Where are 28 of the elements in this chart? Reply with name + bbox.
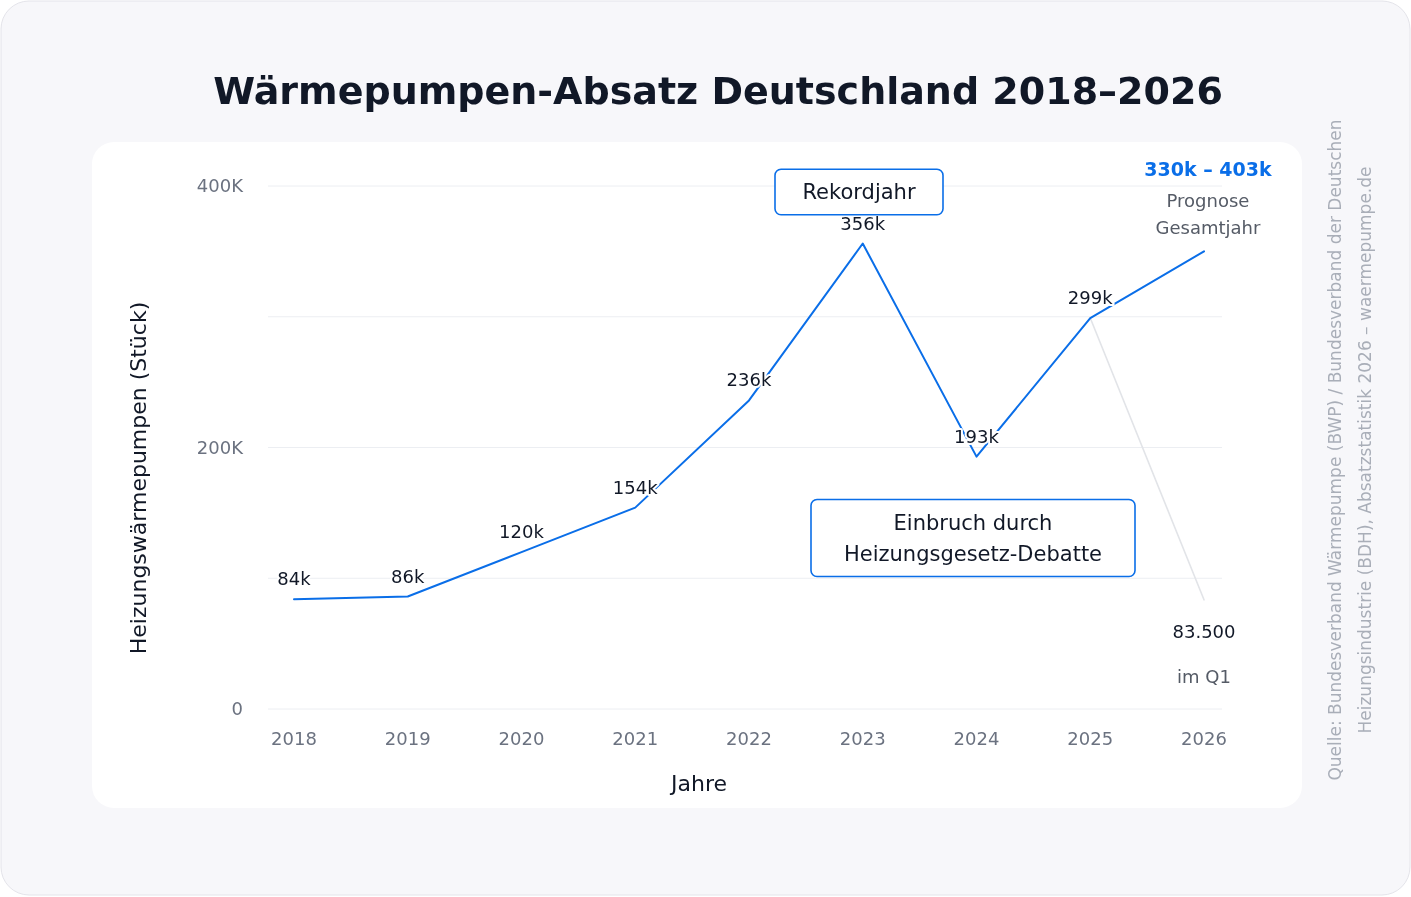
text: 330k – 403k — [1144, 157, 1273, 180]
annotation: im Q1 — [1177, 666, 1231, 688]
annotation: Prognose Gesamtjahr — [1155, 189, 1262, 238]
x-tick-label: 2025 — [1067, 728, 1114, 749]
chart-title: Wärmepumpen-Absatz Deutschland 2018–2026 — [213, 69, 1223, 113]
data-label: 120k — [499, 521, 545, 543]
y-axis-title: Heizungswärmepumpen (Stück) — [126, 301, 151, 655]
data-label: 84k — [277, 568, 312, 590]
data-label: 356k — [840, 212, 886, 234]
x-tick-label: 2020 — [498, 728, 545, 749]
source-note: Quelle: Bundesverband Wärmepumpe (BWP) / Bundesverband der Deutschen Heizungsindustrie (BDH), Absatzstatistik 2026 – waermepumpe.de — [1325, 119, 1375, 781]
annotation: Einbruch durch Heizungsgesetz-Debatte — [843, 510, 1103, 567]
x-axis-title: Jahre — [668, 771, 728, 796]
y-tick-label: 200K — [196, 436, 245, 458]
x-tick-label: 2019 — [384, 728, 431, 749]
data-label: 299k — [1067, 287, 1114, 309]
x-tick-label: 2022 — [726, 728, 772, 749]
x-tick-label: 2021 — [612, 728, 659, 749]
x-tick-label: 2023 — [839, 728, 886, 749]
data-label: 86k — [391, 565, 425, 587]
data-label: 83.500 — [1172, 620, 1236, 642]
data-label: 154k — [612, 476, 659, 498]
y-tick-label: 400K — [196, 175, 245, 197]
annotation: Rekordjahr — [802, 180, 916, 205]
x-tick-label: 2024 — [953, 728, 1000, 749]
x-tick-label: 2018 — [271, 728, 317, 749]
x-tick-label: 2026 — [1181, 728, 1227, 749]
y-tick-label: 0 — [231, 698, 243, 720]
